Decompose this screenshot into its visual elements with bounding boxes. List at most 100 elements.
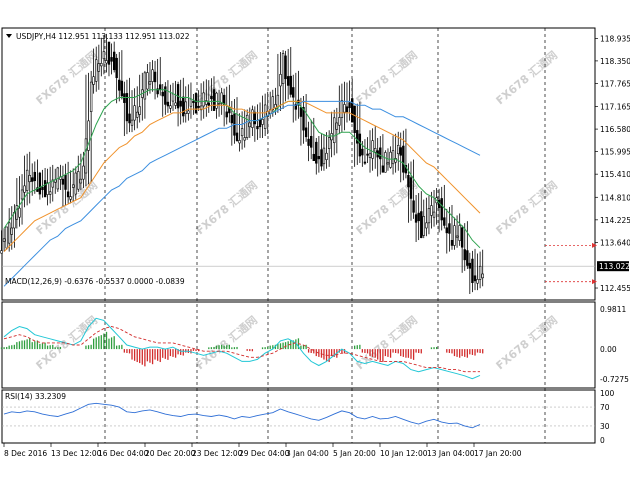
candle-body: [2, 238, 6, 242]
candle-body: [425, 222, 428, 229]
candle-body: [312, 153, 315, 161]
panel-frames: [1, 27, 596, 444]
candle-body: [335, 122, 339, 130]
candle-body: [212, 89, 216, 111]
y-tick-label: 115.995: [600, 148, 630, 157]
candle-body: [317, 156, 321, 160]
price-axis[interactable]: 118.935 118.350 117.765 117.165 116.580 115.9…: [595, 34, 630, 293]
candle-body: [197, 105, 200, 108]
candle-body: [220, 92, 223, 104]
price-panel[interactable]: [0, 33, 597, 294]
candle-body: [279, 74, 282, 87]
candle-body: [276, 94, 280, 108]
macd-panel[interactable]: [0, 317, 484, 380]
candle-body: [130, 119, 134, 126]
candle-body: [248, 122, 251, 128]
collapse-arrow-icon[interactable]: [6, 34, 12, 38]
price-panel-title: USDJPY,H4 112.951 113.133 112.951 113.02…: [16, 32, 190, 41]
y-tick-label: 0.00: [600, 345, 617, 354]
candle-body: [138, 106, 141, 115]
candle-body: [460, 227, 464, 248]
candle-body: [443, 217, 446, 226]
candle-body: [320, 149, 323, 167]
candle-body: [343, 104, 346, 113]
candle-body: [10, 227, 13, 235]
candle-body: [274, 104, 277, 109]
candle-body: [199, 105, 203, 111]
rsi-panel[interactable]: [2, 402, 595, 429]
candle-body: [315, 141, 318, 164]
candle-body: [230, 114, 234, 124]
candle-body: [302, 106, 305, 131]
candle-body: [118, 79, 121, 91]
candle-body: [69, 196, 72, 200]
y-tick-label: 117.765: [600, 79, 630, 88]
y-tick-label: 114.225: [600, 216, 630, 225]
candle-body: [445, 227, 448, 234]
candle-body: [363, 161, 367, 164]
candle-body: [391, 150, 395, 165]
candle-body: [468, 262, 472, 269]
candle-body: [353, 105, 356, 133]
y-tick-label: 113.640: [600, 238, 630, 247]
candle-body: [358, 133, 362, 157]
candle-body: [466, 250, 469, 266]
candle-body: [38, 172, 42, 195]
candle-body: [322, 147, 326, 165]
candle-body: [455, 235, 459, 238]
candle-body: [105, 60, 108, 64]
current-price-label: 113.022: [599, 262, 630, 271]
candle-body: [41, 186, 44, 191]
candle-body: [7, 222, 11, 244]
candle-body: [143, 72, 147, 100]
candle-body: [187, 110, 190, 114]
candle-body: [48, 191, 52, 195]
candle-body: [458, 225, 461, 241]
candle-body: [289, 75, 292, 95]
candle-body: [386, 162, 390, 165]
candle-body: [153, 71, 157, 83]
candle-body: [217, 103, 221, 105]
x-tick-label: 23 Dec 12:00: [192, 449, 243, 458]
candle-body: [327, 137, 331, 149]
arrow-right-icon: [592, 242, 597, 248]
candle-body: [123, 93, 126, 103]
candle-body: [473, 275, 477, 282]
candle-body: [409, 177, 413, 199]
candle-body: [471, 258, 474, 283]
candle-body: [87, 120, 90, 151]
candle-body: [381, 165, 385, 173]
candle-body: [184, 101, 187, 114]
candle-body: [28, 175, 31, 183]
candle-body: [422, 216, 425, 236]
candle-body: [182, 96, 185, 117]
candle-body: [0, 250, 3, 254]
candle-body: [128, 113, 131, 124]
candle-body: [407, 175, 410, 188]
candle-body: [240, 128, 244, 137]
candle-body: [156, 88, 159, 95]
candle-body: [202, 92, 205, 107]
candle-body: [299, 107, 303, 117]
candle-body: [379, 147, 382, 160]
candle-body: [330, 133, 333, 141]
y-tick-label: 70: [600, 403, 610, 412]
y-tick-label: 0.9811: [600, 305, 626, 314]
candle-body: [478, 265, 482, 280]
x-tick-label: 10 Jan 12:00: [380, 449, 428, 458]
candle-body: [125, 93, 129, 122]
candle-body: [107, 41, 111, 65]
candle-body: [453, 225, 456, 246]
candle-body: [235, 132, 239, 141]
candle-body: [115, 57, 118, 79]
candle-body: [397, 144, 400, 155]
arrow-right-icon: [592, 279, 597, 285]
candle-body: [95, 59, 98, 82]
candle-body: [361, 148, 364, 156]
y-tick-label: 118.350: [600, 57, 630, 66]
candle-body: [238, 140, 241, 144]
candle-body: [179, 100, 182, 107]
candle-body: [384, 152, 387, 173]
